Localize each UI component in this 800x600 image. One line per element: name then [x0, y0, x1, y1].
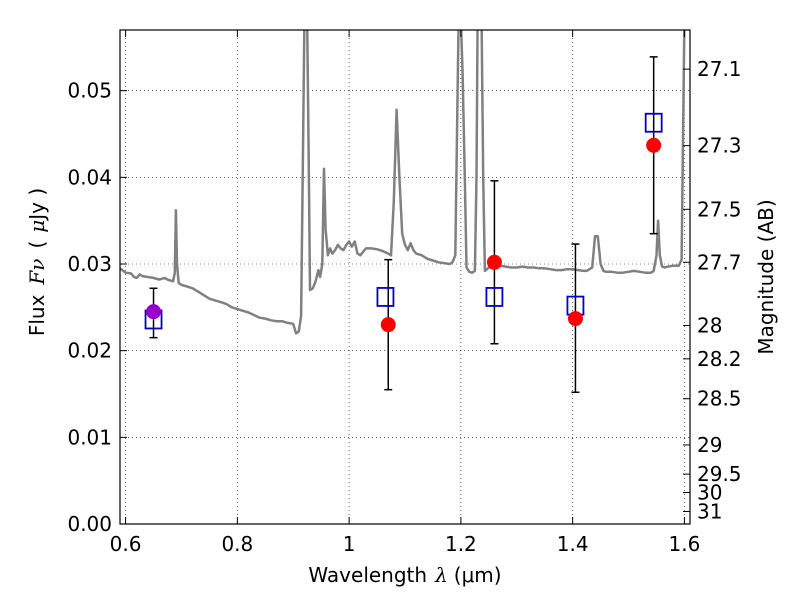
y-tick-label: 0.03	[67, 252, 112, 276]
y2-tick-label: 27.1	[697, 57, 742, 81]
grid	[120, 30, 690, 524]
model-spectrum-layer	[120, 30, 686, 335]
y2-tick-label: 29	[697, 433, 722, 457]
model-point-3	[485, 287, 504, 307]
model-point-2	[376, 287, 395, 307]
y-axis-ticks: 0.00 0.01 0.02 0.03 0.04 0.05	[67, 79, 127, 536]
observed-point-2	[380, 317, 396, 333]
observed-point-4	[567, 311, 583, 327]
observed-point-5	[646, 137, 662, 153]
model-point-5	[644, 112, 663, 133]
x-axis-ticks: 0.6 0.8 1 1.2 1.4 1.6	[110, 30, 701, 556]
y2-tick-label: 30	[697, 481, 722, 505]
model-spectrum-line	[120, 30, 686, 335]
y-tick-label: 0.04	[67, 165, 112, 189]
y2-tick-label: 29.5	[697, 462, 742, 486]
x-axis-label: Wavelength λ (μm)	[308, 563, 501, 587]
y-tick-label: 0.02	[67, 339, 112, 363]
x-tick-label: 1.6	[669, 532, 701, 556]
y2-tick-label: 28.5	[697, 387, 742, 411]
x-tick-label: 1.4	[557, 532, 589, 556]
x-tick-label: 0.8	[221, 532, 253, 556]
y-axis-label: FluxFν(μJy )	[25, 188, 49, 336]
x-tick-label: 1.2	[445, 532, 477, 556]
y2-tick-label: 27.7	[697, 250, 742, 274]
y-tick-label: 0.05	[67, 79, 112, 103]
y2-tick-label: 27.5	[697, 197, 742, 221]
y2-tick-label: 27.3	[697, 134, 742, 158]
plot-frame	[119, 29, 691, 525]
y-tick-label: 0.00	[67, 512, 112, 536]
observed-points	[146, 137, 662, 333]
observed-point-3	[486, 254, 502, 270]
x-tick-label: 0.6	[110, 532, 142, 556]
y2-tick-label: 28	[697, 313, 722, 337]
y2-tick-label: 28.2	[697, 347, 742, 371]
y-tick-label: 0.01	[67, 425, 112, 449]
observed-point-1	[146, 304, 162, 320]
x-tick-label: 1	[343, 532, 356, 556]
y2-axis-label: Magnitude (AB)	[754, 199, 778, 354]
y2-tick-label: 31	[697, 499, 722, 523]
